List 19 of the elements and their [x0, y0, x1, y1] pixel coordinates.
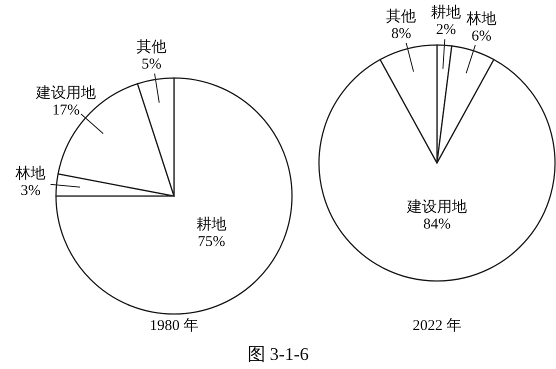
- slice-label: 建设用地: [34, 84, 96, 102]
- slice-label: 耕地: [196, 216, 227, 234]
- slice-label: 建设用地: [406, 198, 467, 216]
- data-label: 8%: [391, 26, 412, 42]
- data-label: 5%: [141, 56, 162, 72]
- slice-label: 耕地: [431, 4, 462, 21]
- slice-label: 林地: [14, 165, 46, 182]
- slice-label: 其他: [386, 8, 416, 25]
- text: 2022 年: [412, 317, 462, 334]
- data-label: 75%: [198, 234, 226, 250]
- data-label: 3%: [20, 183, 41, 200]
- slice-label: 林地: [466, 10, 496, 28]
- data-label: 84%: [423, 216, 451, 233]
- slice-label: 其他: [136, 38, 166, 56]
- caption: 图 3-1-6: [247, 344, 309, 364]
- data-label: 2%: [436, 22, 456, 38]
- text: 1980 年: [150, 317, 198, 334]
- data-label: 6%: [472, 28, 492, 44]
- data-label: 17%: [52, 102, 80, 119]
